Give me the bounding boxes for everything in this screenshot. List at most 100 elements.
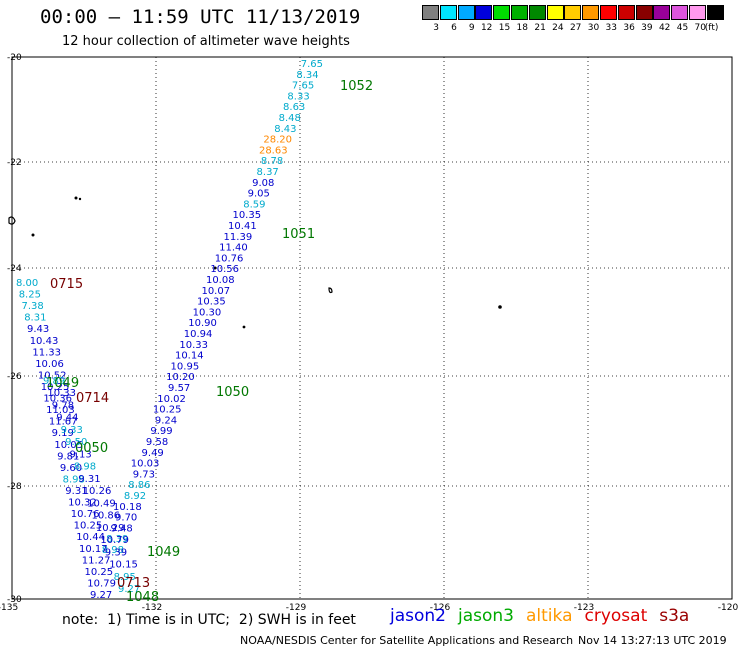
wave-height-value: 10.15 [109,560,138,571]
lat-tick-label: -22 [7,158,22,168]
axis-tick-labels: -135 -132 -129 -126 -123 -120 -20 -22 -24 -26 -28 -… [0,53,738,613]
wave-height-value: 9.78 [52,401,74,412]
map-frame [11,56,733,600]
wave-height-value: 9.24 [155,415,177,426]
pass-time-label: 1052 [340,79,373,94]
wave-height-value: 8.37 [257,167,279,178]
legend-swatch [439,5,457,20]
wave-height-value: 8.25 [19,290,41,301]
pass-time-label: 1050 [216,385,249,400]
wave-height-value: 28.20 [263,135,292,146]
wave-height-value: 8.86 [128,480,150,491]
legend-swatch [600,5,617,20]
wave-height-value: 8.43 [274,124,296,135]
pass-time-label: 0715 [50,277,83,292]
lat-lon-grid [12,57,732,599]
wave-height-value: 9.31 [78,474,100,485]
island-outline [8,216,16,225]
wave-height-value: 9.89 [43,376,65,387]
wave-height-value: 10.76 [215,253,244,264]
wave-height-value: 9.08 [252,178,274,189]
wave-height-value: 10.49 [87,498,116,509]
wave-height-value: 10.26 [83,486,112,497]
satellite-legend-item: jason3 [458,606,514,626]
legend-swatch-label: 15 [498,23,511,33]
wave-height-value: 10.20 [166,372,195,383]
wave-height-value: 10.30 [193,307,222,318]
wave-height-value: 7.38 [22,301,44,312]
wave-height-value: 11.40 [219,243,248,254]
legend-swatch-label: 42 [658,23,671,33]
satellite-legend-item: s3a [659,606,690,626]
wave-height-value: 9.58 [146,437,168,448]
wave-height-value: 9.60 [60,463,82,474]
legend-swatch [511,5,528,20]
wave-height-value: 8.98 [63,474,85,485]
wave-height-value: 7.65 [301,59,323,70]
wave-height-value: 10.41 [228,221,257,232]
wave-height-value: 9.43 [27,324,49,335]
wave-height-value: 11.27 [82,555,111,566]
map-title: 00:00 – 11:59 UTC 11/13/2019 [40,6,361,28]
legend-swatch [546,5,564,20]
wave-height-value: 8.95 [114,572,136,583]
wave-height-value: 9.49 [142,448,164,459]
legend-swatch-label: 9 [468,23,475,33]
credit-line: NOAA/NESDIS Center for Satellite Applica… [240,634,574,647]
legend-swatch-label: 3 [433,23,439,33]
wave-height-value: 10.95 [171,361,200,372]
wave-height-value: 10.36 [43,394,72,405]
satellite-legend-item: cryosat [584,606,648,626]
wave-height-value: 9.73 [133,469,155,480]
legend-swatch-label: 24 [552,23,564,33]
wave-height-value: 9.27 [118,584,140,595]
wave-height-value: 10.52 [38,370,67,381]
lat-tick-label: -28 [7,482,22,492]
wave-height-value: 10.29 [96,523,125,534]
wave-height-value: 9.31 [65,486,87,497]
lat-tick-label: -26 [7,372,22,382]
wave-height-value: 10.17 [79,544,108,555]
lon-tick-label: -123 [574,603,594,613]
wave-height-value: 9.05 [248,189,270,200]
lon-tick-label: -120 [718,603,739,613]
island-outline [328,287,333,294]
pass-time-label: 1049 [46,376,79,391]
legend-swatch-label: 30 [587,23,600,33]
island-dot [78,197,82,201]
wave-height-value: 7.65 [292,81,314,92]
wave-height-value: 10.08 [206,275,235,286]
wave-height-value: 8.34 [296,70,318,81]
wave-height-value: 9.50 [65,437,87,448]
wave-height-value: 9.39 [105,547,127,558]
lat-tick-label: -20 [7,53,22,63]
satellite-legend-item: jason2 [390,606,446,626]
legend-swatch [528,5,546,20]
wave-height-value: 8.48 [279,113,301,124]
island-dot [213,266,217,270]
wave-height-value: 10.86 [92,511,121,522]
lon-tick-label: -132 [142,603,162,613]
wave-height-value: 10.90 [188,318,217,329]
legend-swatch [706,5,724,20]
wave-height-value: 10.05 [54,440,83,451]
wave-height-value: 10.33 [179,340,208,351]
legend-swatch-label: 6 [451,23,457,33]
wave-height-tracks: 7.658.347.658.338.638.488.4328.2028.638.… [16,59,323,601]
wave-height-value: 10.94 [184,329,213,340]
legend-swatch [475,5,493,20]
wave-height-value: 10.14 [175,351,204,362]
wave-height-value: 10.06 [35,359,64,370]
legend-swatch-label: 70 [694,23,706,33]
wave-height-value: 10.32 [68,498,97,509]
lon-tick-label: -135 [0,603,18,613]
pass-time-label: 0714 [76,391,109,406]
wave-height-value: 9.48 [111,523,133,534]
wave-height-value: 9.13 [70,449,92,460]
islands [8,196,502,329]
wave-height-value: 10.76 [71,509,100,520]
legend-swatch [493,5,511,20]
wave-height-value: 10.25 [85,567,114,578]
legend-swatch [617,5,635,20]
